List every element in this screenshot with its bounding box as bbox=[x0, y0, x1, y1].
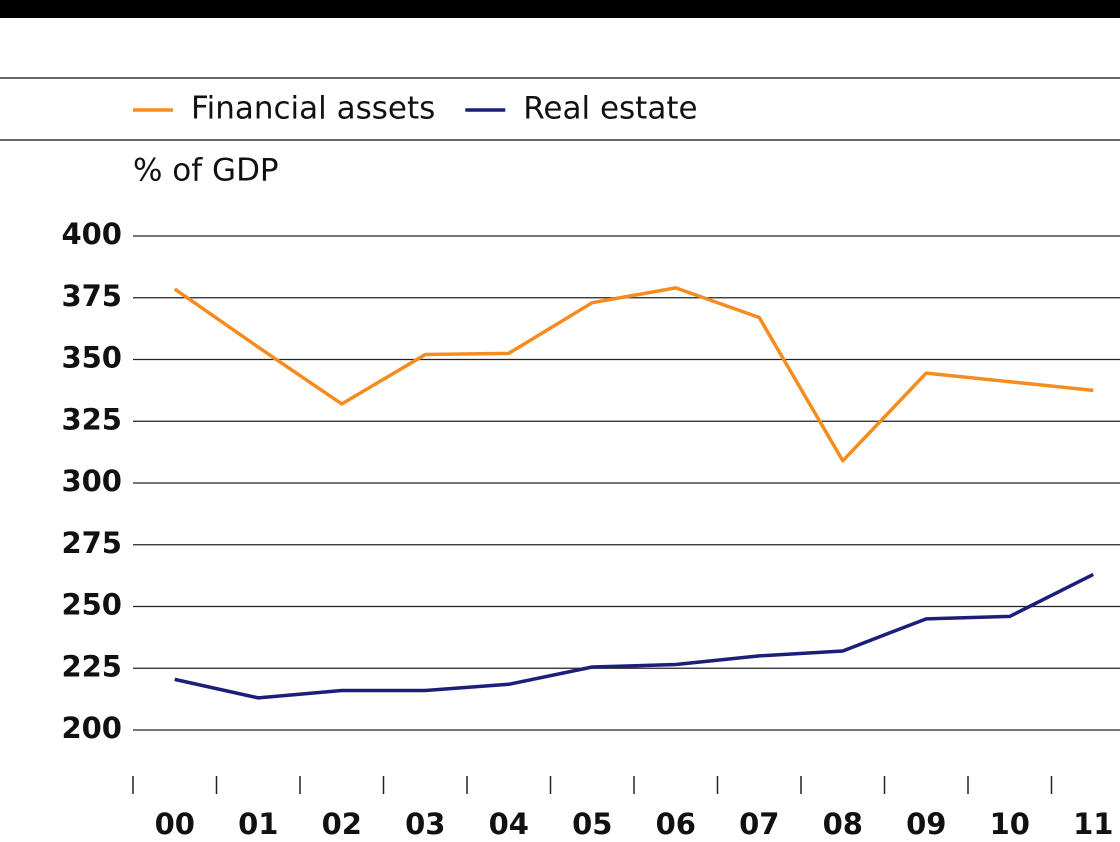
top-bar bbox=[0, 0, 1120, 18]
y-axis-label: % of GDP bbox=[133, 153, 279, 189]
x-tick-label: 07 bbox=[739, 807, 779, 841]
y-tick-label: 325 bbox=[61, 402, 122, 436]
y-tick-label: 350 bbox=[61, 341, 122, 375]
y-tick-label: 200 bbox=[61, 711, 122, 745]
y-tick-label: 225 bbox=[61, 649, 122, 683]
y-tick-label: 375 bbox=[61, 279, 122, 313]
legend-label: Financial assets bbox=[191, 91, 435, 127]
x-tick-label: 11 bbox=[1073, 807, 1113, 841]
y-tick-label: 275 bbox=[61, 526, 122, 560]
x-tick-label: 08 bbox=[823, 807, 863, 841]
x-tick-label: 00 bbox=[155, 807, 195, 841]
y-tick-label: 400 bbox=[61, 217, 122, 251]
x-tick-label: 03 bbox=[405, 807, 445, 841]
y-tick-label: 300 bbox=[61, 464, 122, 498]
line-series bbox=[174, 572, 1095, 700]
x-tick-label: 09 bbox=[906, 807, 946, 841]
y-tick-label: 250 bbox=[61, 588, 122, 622]
x-tick-label: 05 bbox=[572, 807, 612, 841]
x-tick-label: 06 bbox=[656, 807, 696, 841]
legend-label: Real estate bbox=[523, 91, 697, 127]
x-tick-label: 02 bbox=[322, 807, 362, 841]
x-tick-label: 04 bbox=[489, 807, 529, 841]
x-tick-label: 01 bbox=[238, 807, 278, 841]
line-series bbox=[173, 286, 1094, 463]
x-tick-label: 10 bbox=[990, 807, 1030, 841]
